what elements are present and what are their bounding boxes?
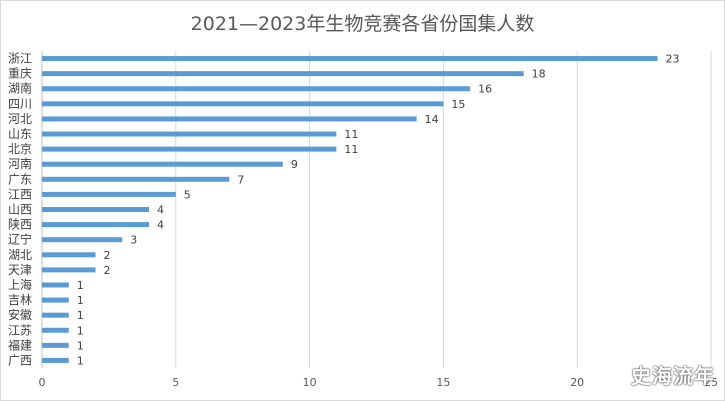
bar bbox=[42, 357, 69, 363]
data-label: 1 bbox=[77, 324, 84, 337]
category-label: 北京 bbox=[8, 142, 32, 156]
data-label: 1 bbox=[77, 339, 84, 352]
category-label: 陕西 bbox=[8, 217, 32, 232]
chart-title: 2021—2023年生物竞赛各省份国集人数 bbox=[190, 13, 535, 35]
data-label: 1 bbox=[77, 279, 84, 292]
category-label: 湖南 bbox=[8, 81, 32, 96]
bar bbox=[42, 327, 69, 333]
bar bbox=[42, 342, 69, 348]
bar bbox=[42, 161, 283, 167]
category-label: 广东 bbox=[8, 172, 32, 186]
data-label: 11 bbox=[344, 128, 358, 141]
category-label: 山西 bbox=[8, 203, 32, 217]
category-label: 天津 bbox=[8, 263, 32, 277]
category-label: 浙江 bbox=[8, 52, 32, 66]
bar bbox=[42, 176, 230, 182]
category-label: 江苏 bbox=[8, 323, 32, 337]
bar bbox=[42, 86, 471, 92]
bar bbox=[42, 207, 150, 212]
watermark: 史海流年 bbox=[631, 364, 715, 388]
bar bbox=[42, 282, 69, 288]
category-label: 安徽 bbox=[8, 307, 32, 322]
data-label: 23 bbox=[665, 53, 679, 66]
bar bbox=[42, 191, 176, 197]
x-tick-label: 20 bbox=[570, 376, 584, 389]
category-label: 江西 bbox=[8, 187, 32, 201]
data-label: 7 bbox=[237, 173, 244, 186]
data-label: 2 bbox=[104, 264, 111, 277]
bar bbox=[42, 252, 96, 258]
x-tick-label: 5 bbox=[172, 376, 179, 389]
category-label: 广西 bbox=[8, 353, 32, 367]
data-label: 16 bbox=[478, 83, 492, 96]
bar bbox=[42, 71, 524, 77]
data-label: 15 bbox=[451, 98, 465, 111]
data-label: 9 bbox=[291, 158, 298, 171]
bar bbox=[42, 56, 658, 62]
data-label: 1 bbox=[77, 294, 84, 307]
x-tick-label: 15 bbox=[436, 376, 450, 389]
category-label: 辽宁 bbox=[8, 232, 32, 247]
x-tick-label: 25 bbox=[704, 376, 718, 389]
bar bbox=[42, 237, 123, 243]
x-tick-label: 10 bbox=[303, 376, 317, 389]
bar bbox=[42, 222, 150, 228]
category-label: 吉林 bbox=[8, 293, 32, 307]
data-label: 2 bbox=[104, 249, 111, 262]
bar bbox=[42, 116, 417, 122]
bar bbox=[42, 312, 69, 318]
bar bbox=[42, 267, 96, 273]
data-label: 5 bbox=[184, 188, 191, 201]
bar bbox=[42, 101, 444, 107]
data-label: 4 bbox=[157, 219, 164, 232]
category-label: 河北 bbox=[8, 112, 32, 126]
data-label: 14 bbox=[425, 113, 439, 126]
data-label: 1 bbox=[77, 309, 84, 322]
category-label: 重庆 bbox=[8, 67, 32, 81]
category-label: 上海 bbox=[8, 277, 32, 292]
data-label: 1 bbox=[77, 354, 84, 367]
x-tick-label: 0 bbox=[39, 376, 46, 389]
category-label: 四川 bbox=[8, 97, 32, 111]
category-label: 山东 bbox=[8, 127, 32, 141]
category-label: 福建 bbox=[8, 337, 32, 352]
category-label: 河南 bbox=[8, 156, 32, 171]
bar bbox=[42, 297, 69, 303]
category-label: 湖北 bbox=[8, 247, 32, 262]
bar bbox=[42, 146, 337, 152]
bar bbox=[42, 131, 337, 137]
data-label: 4 bbox=[157, 204, 164, 217]
data-label: 18 bbox=[532, 68, 546, 81]
data-label: 3 bbox=[130, 234, 137, 247]
data-label: 11 bbox=[344, 143, 358, 156]
